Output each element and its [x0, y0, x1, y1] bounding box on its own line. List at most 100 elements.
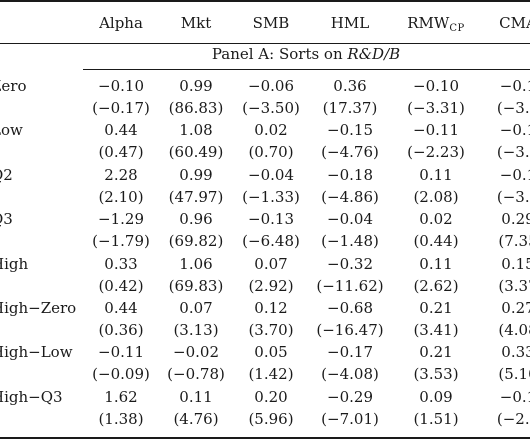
coefficient-cell: 0.27 — [501, 299, 530, 317]
tstat-cell: (1.51) — [413, 409, 459, 428]
coefficient-cell: 0.09 — [419, 387, 453, 406]
tstat-cell: (−11.62) — [316, 276, 384, 295]
tstat-cell: (3.70) — [248, 321, 294, 339]
tstat-cell: (−2.23) — [407, 143, 465, 162]
coefficient-cell: 0.11 — [419, 165, 453, 184]
coefficient-cell: 0.96 — [179, 210, 213, 229]
coefficient-cell: 0.99 — [179, 77, 213, 95]
coefficient-cell: 0.15 — [501, 254, 530, 273]
tstat-cell: (0.47) — [98, 143, 144, 162]
tstat-cell: (17.37) — [322, 99, 378, 117]
row-label: High — [0, 254, 29, 273]
coefficient-cell: −0.13 — [248, 210, 294, 229]
tstat-cell: (0.36) — [98, 321, 144, 339]
coefficient-cell: −1.29 — [98, 210, 144, 229]
coefficient-cell: 1.62 — [104, 387, 138, 406]
column-header-cma: CMA — [499, 14, 530, 32]
tstat-cell: (7.35 — [498, 232, 530, 251]
tstat-cell: (3.37 — [498, 276, 530, 295]
coefficient-cell: 0.36 — [333, 77, 367, 95]
tstat-cell: (69.83) — [168, 276, 224, 295]
column-header-alpha: Alpha — [99, 14, 143, 32]
coefficient-cell: 0.29 — [501, 210, 530, 229]
tstat-cell: (−3.5 — [496, 143, 530, 162]
coefficient-cell: −0.1 — [499, 387, 530, 406]
tstat-cell: (0.44) — [413, 232, 459, 251]
tstat-cell: (2.08) — [413, 187, 459, 206]
coefficient-cell: −0.10 — [413, 77, 459, 95]
row-label: High−Low — [0, 343, 73, 362]
coefficient-cell: 0.11 — [179, 387, 213, 406]
panel-title-variable: R&D/B — [347, 45, 401, 63]
tstat-cell: (−0.78) — [167, 365, 225, 384]
coefficient-cell: −0.11 — [413, 121, 459, 140]
coefficient-cell: 0.44 — [104, 121, 138, 140]
coefficient-cell: 2.28 — [104, 165, 138, 184]
coefficient-cell: 1.08 — [179, 121, 213, 140]
tstat-cell: (−4.08) — [321, 365, 379, 384]
tstat-cell: (−1.79) — [92, 232, 150, 251]
tstat-cell: (5.10 — [498, 365, 530, 384]
tstat-cell: (−3.1 — [496, 187, 530, 206]
panel-title-prefix: Panel A: Sorts on — [211, 45, 348, 63]
coefficient-cell: 0.33 — [104, 254, 138, 273]
tstat-cell: (2.10) — [98, 187, 144, 206]
tstat-cell: (2.92) — [248, 276, 294, 295]
tstat-cell: (1.38) — [98, 409, 144, 428]
coefficient-cell: 0.21 — [419, 299, 453, 317]
tstat-cell: (−6.48) — [242, 232, 300, 251]
tstat-cell: (−3.6 — [496, 99, 530, 117]
tstat-cell: (3.41) — [413, 321, 459, 339]
coefficient-cell: −0.11 — [98, 343, 144, 362]
row-label: High−Q3 — [0, 387, 63, 406]
top-rule — [0, 0, 530, 2]
panel-title: Panel A: Sorts on R&D/B — [212, 45, 400, 63]
tstat-cell: (2.62) — [413, 276, 459, 295]
coefficient-cell: 0.07 — [254, 254, 288, 273]
row-label: Zero — [0, 77, 27, 95]
tstat-cell: (60.49) — [168, 143, 224, 162]
coefficient-cell: 1.06 — [179, 254, 213, 273]
tstat-cell: (−3.31) — [407, 99, 465, 117]
tstat-cell: (−4.76) — [321, 143, 379, 162]
coefficient-cell: −0.04 — [327, 210, 373, 229]
tstat-cell: (−1.48) — [321, 232, 379, 251]
tstat-cell: (5.96) — [248, 409, 294, 428]
tstat-cell: (−2.2 — [496, 409, 530, 428]
coefficient-cell: −0.15 — [327, 121, 373, 140]
column-header-hml: HML — [330, 14, 370, 32]
coefficient-cell: −0.1 — [499, 77, 530, 95]
tstat-cell: (−3.50) — [242, 99, 300, 117]
tstat-cell: (1.42) — [248, 365, 294, 384]
rmw-subscript: CP — [449, 23, 465, 34]
coefficient-cell: 0.07 — [179, 299, 213, 317]
row-label: Q3 — [0, 210, 13, 229]
coefficient-cell: −0.68 — [327, 299, 373, 317]
tstat-cell: (47.97) — [168, 187, 224, 206]
tstat-cell: (86.83) — [168, 99, 224, 117]
tstat-cell: (4.08 — [498, 321, 530, 339]
coefficient-cell: 0.33 — [501, 343, 530, 362]
tstat-cell: (−1.33) — [242, 187, 300, 206]
coefficient-cell: −0.32 — [327, 254, 373, 273]
coefficient-cell: 0.21 — [419, 343, 453, 362]
tstat-cell: (−0.09) — [92, 365, 150, 384]
coefficient-cell: −0.02 — [173, 343, 219, 362]
coefficient-cell: 0.05 — [254, 343, 288, 362]
coefficient-cell: 0.02 — [419, 210, 453, 229]
panel-rule — [83, 69, 530, 70]
coefficient-cell: 0.11 — [419, 254, 453, 273]
coefficient-cell: −0.04 — [248, 165, 294, 184]
row-label: Low — [0, 121, 23, 140]
coefficient-cell: 0.20 — [254, 387, 288, 406]
tstat-cell: (0.70) — [248, 143, 294, 162]
coefficient-cell: 0.44 — [104, 299, 138, 317]
tstat-cell: (−4.86) — [321, 187, 379, 206]
column-header-mkt: Mkt — [180, 14, 212, 32]
coefficient-cell: 0.12 — [254, 299, 288, 317]
row-label: Q2 — [0, 165, 13, 184]
column-header-smb: SMB — [252, 14, 290, 32]
coefficient-cell: −0.18 — [327, 165, 373, 184]
coefficient-cell: −0.1 — [499, 121, 530, 140]
